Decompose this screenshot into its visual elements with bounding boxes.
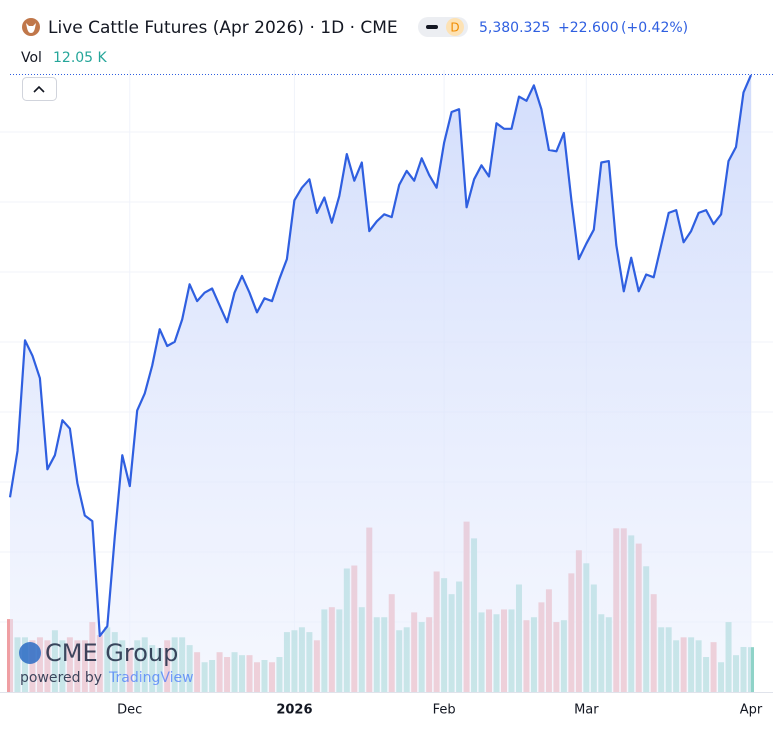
badge: D bbox=[450, 21, 459, 35]
powered-brand: TradingView bbox=[108, 670, 194, 686]
last-price: 5,380.325 bbox=[479, 20, 550, 36]
chart-title: Live Cattle Futures (Apr 2026) · 1D · CM… bbox=[48, 18, 398, 38]
status-dash bbox=[426, 25, 438, 29]
logo: CME Group bbox=[45, 639, 178, 667]
change-pct: (+0.42%) bbox=[621, 20, 688, 36]
volume-last: 12.05 K bbox=[53, 50, 108, 66]
x-tick-label: Apr bbox=[740, 703, 763, 718]
x-tick-label: Mar bbox=[574, 703, 599, 718]
volume-name: Vol bbox=[21, 50, 42, 66]
x-tick-label: 2026 bbox=[276, 703, 312, 718]
change: +22.600 bbox=[558, 20, 619, 36]
price-area bbox=[10, 75, 751, 693]
x-tick-label: Dec bbox=[117, 703, 142, 718]
collapse-icon bbox=[33, 85, 45, 93]
price-line bbox=[8, 74, 753, 638]
badge-bg bbox=[446, 18, 464, 36]
collapse-button[interactable] bbox=[22, 77, 57, 101]
x-tick-label: Feb bbox=[433, 703, 456, 718]
powered-by: powered by bbox=[20, 670, 102, 686]
logo-globe bbox=[19, 642, 41, 664]
cattle-icon bbox=[26, 23, 36, 33]
